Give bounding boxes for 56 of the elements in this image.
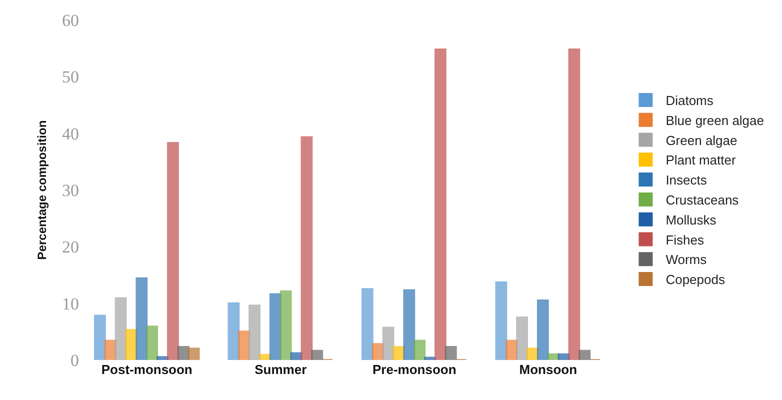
bar [146,326,158,360]
bar [578,350,591,360]
bar [526,348,538,360]
bar [114,297,127,360]
bar [177,346,190,360]
bar [361,288,374,360]
bar [238,330,250,360]
x-tick-label: Summer [254,362,307,377]
bar [568,48,580,360]
bar [424,356,436,360]
bar [280,290,292,360]
y-tick-label: 10 [62,294,79,314]
y-tick-label: 60 [62,10,79,30]
bar [290,352,302,360]
legend-label: Worms [666,252,708,268]
y-tick-label: 0 [70,350,79,370]
bar [94,314,106,360]
y-axis-title: Percentage composition [35,120,49,260]
bar [167,142,179,360]
bar [136,277,148,360]
bar [372,343,384,360]
bar [259,354,271,360]
bar [506,340,518,360]
y-tick-label: 50 [62,68,79,87]
bar [104,340,116,360]
legend-label: Fishes [666,232,704,248]
bar [558,353,570,360]
legend-label: Insects [666,172,708,188]
bar [516,316,528,360]
bar [547,353,560,360]
bar [434,48,446,360]
y-tick-label: 40 [62,124,79,144]
bar [156,356,168,360]
legend-label: Green algae [666,132,738,148]
y-tick-label: 30 [62,180,79,200]
bar [188,348,200,360]
bar [248,304,260,360]
legend-label: Plant matter [666,152,736,168]
bar [414,340,426,360]
bar [495,281,508,360]
legend-label: Copepods [666,272,726,288]
legend-label: Crustaceans [666,192,740,208]
bar [311,350,324,360]
x-tick-label: Post-monsoon [101,362,192,377]
x-tick-label: Monsoon [519,362,578,377]
legend-label: Mollusks [666,212,717,228]
bar [536,300,549,360]
bar [444,346,457,360]
bar [403,289,416,360]
bar [300,136,313,360]
bar [382,326,394,360]
bar [228,302,240,360]
x-tick-label: Pre-monsoon [372,362,456,377]
y-tick-label: 20 [62,238,79,257]
legend-label: Blue green algae [666,112,764,128]
legend-label: Diatoms [666,93,714,108]
